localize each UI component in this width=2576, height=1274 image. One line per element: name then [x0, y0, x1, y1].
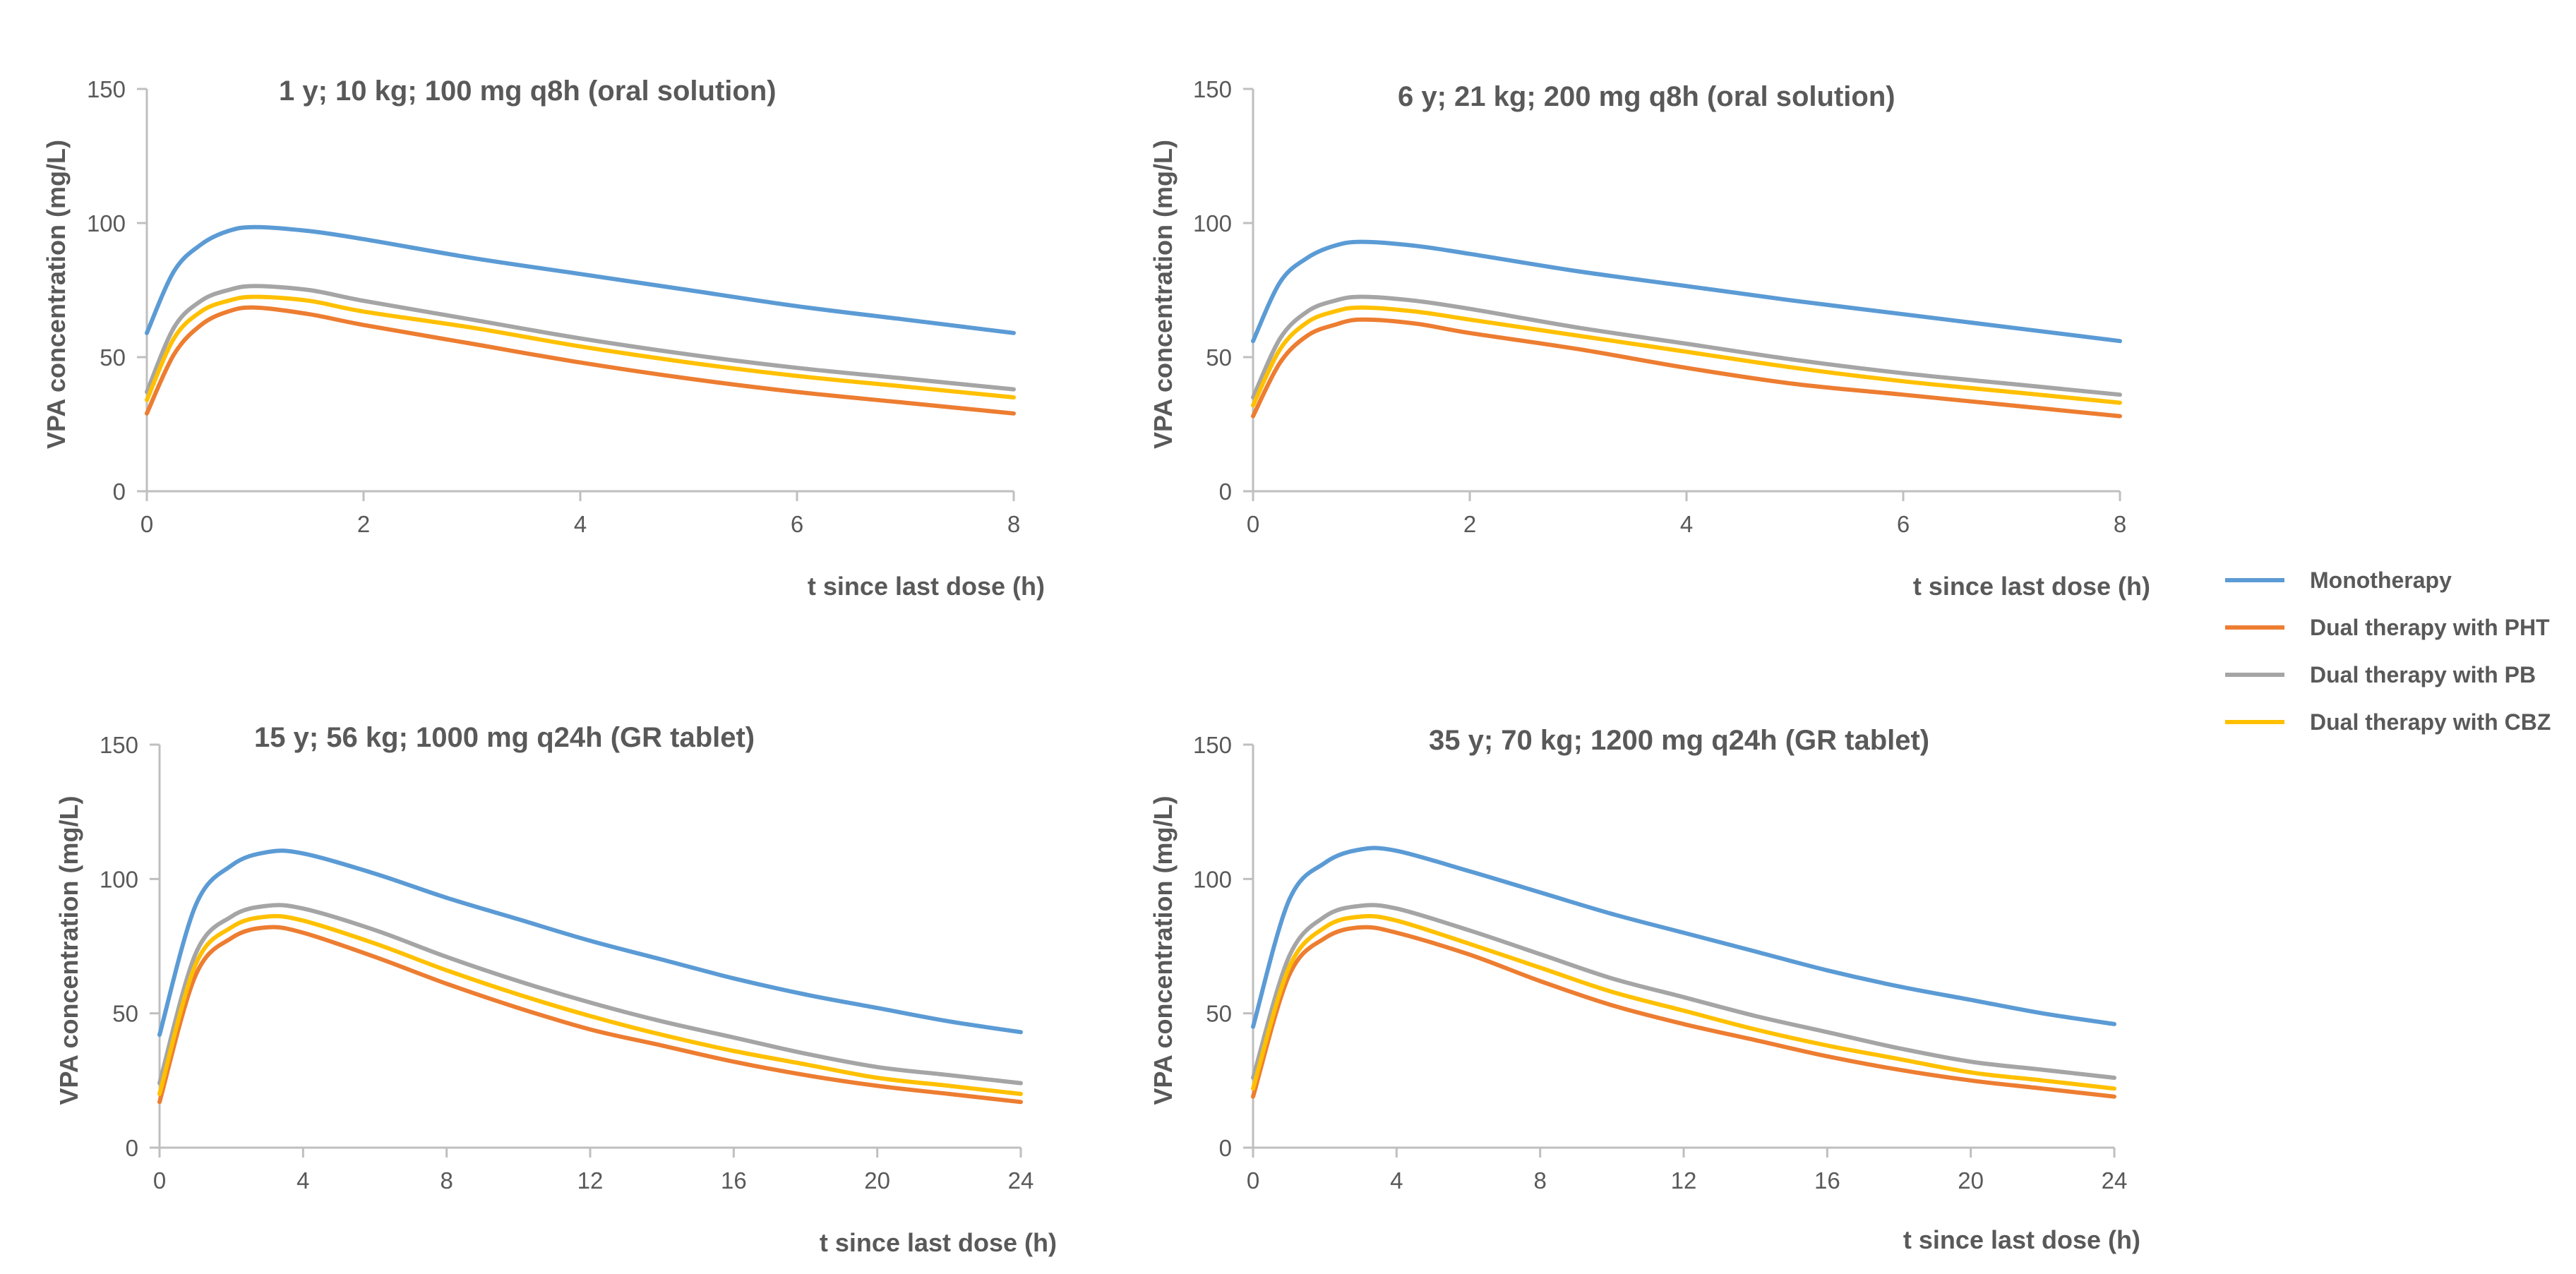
chart-title: 1 y; 10 kg; 100 mg q8h (oral solution) [279, 76, 777, 107]
chart-panel-4: 0 50 100 150 0 4 8 12 16 20 24 35 y; 70 kg; 1200 mg… [1149, 725, 2140, 1254]
y-tick-label: 150 [1193, 76, 1232, 102]
chart-panel-1: 0 50 100 150 0 2 4 6 8 1 y; 10 kg; 100 mg q8h (or… [42, 76, 1045, 601]
x-tick-label: 4 [1680, 511, 1693, 537]
x-axis-title: t since last dose (h) [820, 1228, 1057, 1257]
x-tick-label: 4 [574, 511, 587, 537]
y-tick-label: 50 [100, 344, 126, 371]
y-axis-title: VPA concentration (mg/L) [1149, 795, 1178, 1105]
series-line-dual-therapy-with-cbz [1251, 305, 2122, 408]
x-tick-label: 16 [1814, 1167, 1840, 1194]
legend-label-dual-therapy-with-pb: Dual therapy with PB [2310, 662, 2536, 687]
y-axis-title: VPA concentration (mg/L) [54, 795, 83, 1105]
series-line-dual-therapy-with-pb [1251, 294, 2122, 399]
y-tick-label: 100 [87, 210, 126, 236]
x-tick-label: 4 [296, 1167, 309, 1194]
x-tick-label: 8 [2114, 511, 2126, 537]
chart-panel-2: 0 50 100 150 0 2 4 6 8 6 y; 21 kg; 200 mg q8h (or… [1149, 76, 2150, 601]
x-tick-label: 0 [1247, 511, 1259, 537]
x-tick-label: 24 [1008, 1167, 1034, 1194]
x-tick-label: 0 [1247, 1167, 1259, 1194]
series-line-dual-therapy-with-cbz [157, 913, 1023, 1096]
chart-title: 6 y; 21 kg; 200 mg q8h (oral solution) [1398, 81, 1895, 112]
y-tick-label: 0 [1219, 1135, 1232, 1161]
series-line-dual-therapy-with-pb [157, 903, 1023, 1086]
x-tick-label: 12 [1671, 1167, 1697, 1194]
y-tick-label: 150 [87, 76, 126, 102]
y-tick-label: 100 [1193, 866, 1232, 892]
legend-label-monotherapy: Monotherapy [2310, 567, 2452, 593]
x-tick-label: 0 [140, 511, 153, 537]
series-line-dual-therapy-with-pht [157, 925, 1023, 1105]
y-tick-label: 150 [100, 732, 138, 758]
x-tick-label: 12 [577, 1167, 604, 1194]
series-line-dual-therapy-with-cbz [1251, 913, 2116, 1091]
x-tick-label: 2 [357, 511, 370, 537]
x-tick-label: 2 [1463, 511, 1476, 537]
y-tick-label: 0 [113, 479, 126, 505]
y-tick-label: 0 [126, 1135, 138, 1161]
x-axis-title: t since last dose (h) [1913, 572, 2150, 601]
series-line-monotherapy [145, 224, 1016, 335]
series-line-dual-therapy-with-pb [1251, 903, 2116, 1080]
series-line-dual-therapy-with-pht [1251, 925, 2116, 1099]
x-tick-label: 8 [1533, 1167, 1546, 1194]
series-line-monotherapy [1251, 239, 2122, 344]
chart-panel-3: 0 50 100 150 0 4 8 12 16 20 24 15 y; 56 kg; 1000 mg… [54, 722, 1057, 1257]
chart-title: 35 y; 70 kg; 1200 mg q24h (GR tablet) [1429, 725, 1929, 756]
x-tick-label: 8 [1007, 511, 1020, 537]
x-tick-label: 0 [153, 1167, 166, 1194]
x-tick-label: 6 [1897, 511, 1910, 537]
series-line-dual-therapy-with-pht [1251, 317, 2122, 419]
y-tick-label: 150 [1193, 732, 1232, 758]
y-tick-label: 50 [112, 1001, 138, 1027]
y-tick-label: 100 [1193, 210, 1232, 236]
x-tick-label: 8 [440, 1167, 453, 1194]
series-line-monotherapy [1251, 846, 2116, 1029]
x-tick-label: 24 [2102, 1167, 2128, 1194]
x-tick-label: 6 [791, 511, 803, 537]
series-line-dual-therapy-with-pht [145, 305, 1016, 416]
x-tick-label: 16 [721, 1167, 747, 1194]
legend: Monotherapy Dual therapy with PHT Dual the… [2225, 567, 2551, 735]
series-line-dual-therapy-with-cbz [145, 294, 1016, 402]
legend-label-dual-therapy-with-cbz: Dual therapy with CBZ [2310, 709, 2551, 735]
x-tick-label: 4 [1390, 1167, 1403, 1194]
y-tick-label: 50 [1206, 1001, 1232, 1027]
x-axis-title: t since last dose (h) [1903, 1225, 2140, 1254]
legend-label-dual-therapy-with-pht: Dual therapy with PHT [2310, 615, 2550, 640]
x-tick-label: 20 [1958, 1167, 1984, 1194]
x-tick-label: 20 [864, 1167, 890, 1194]
series-line-dual-therapy-with-pb [145, 284, 1016, 395]
y-axis-title: VPA concentration (mg/L) [42, 140, 71, 449]
series-line-monotherapy [157, 848, 1023, 1038]
x-axis-title: t since last dose (h) [808, 572, 1045, 601]
y-axis-title: VPA concentration (mg/L) [1149, 140, 1178, 449]
y-tick-label: 100 [100, 866, 138, 892]
chart-title: 15 y; 56 kg; 1000 mg q24h (GR tablet) [254, 722, 755, 753]
y-tick-label: 0 [1219, 479, 1232, 505]
y-tick-label: 50 [1206, 344, 1232, 371]
